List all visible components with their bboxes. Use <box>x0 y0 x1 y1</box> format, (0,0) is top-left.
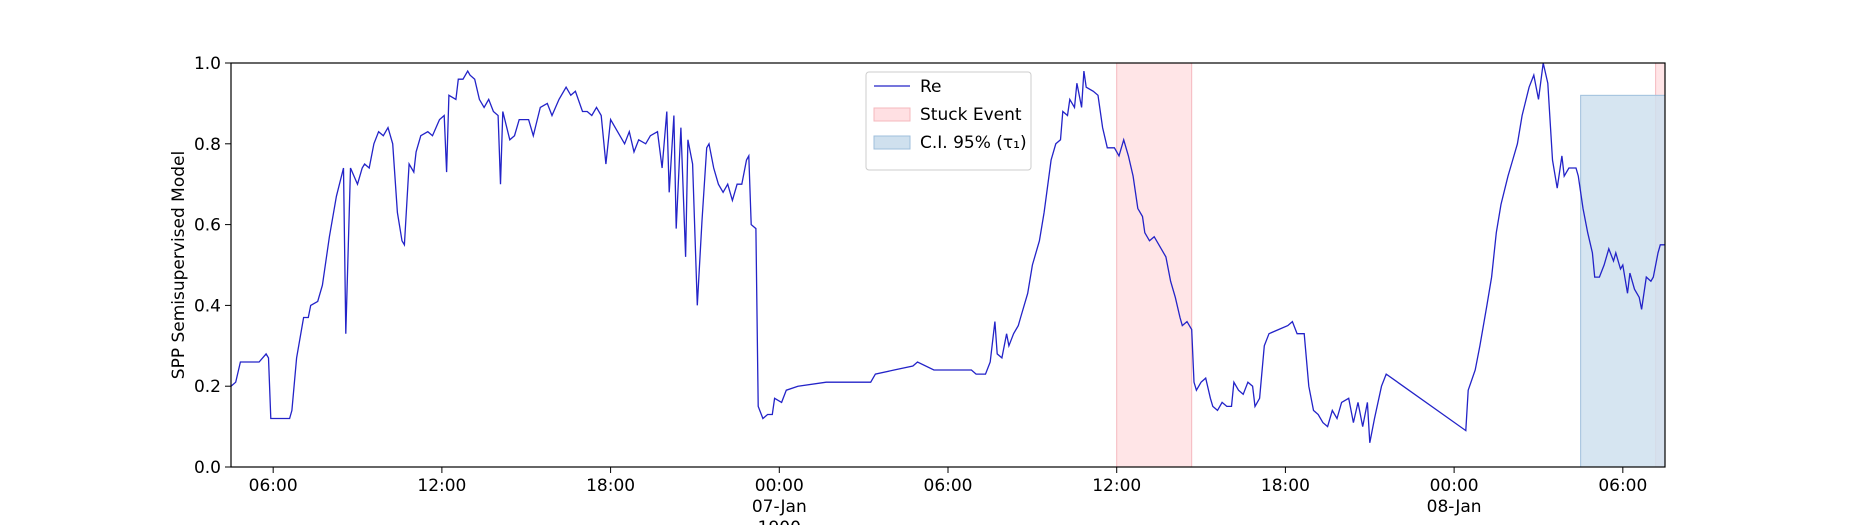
x-tick-label: 06:00 <box>249 476 298 496</box>
legend-patch <box>873 135 911 150</box>
span <box>1580 94 1666 468</box>
y-axis-label: SPP Semisupervised Model <box>169 151 189 379</box>
y-tick-label: 0.8 <box>194 135 221 155</box>
legend-patch <box>873 107 911 122</box>
y-tick-label: 0.4 <box>194 296 221 316</box>
line <box>231 62 1665 443</box>
x-tick-label: 06:00 <box>924 476 973 496</box>
x-tick-label: 06:00 <box>1598 476 1647 496</box>
y-tick-label: 1.0 <box>194 54 221 74</box>
y-tick-label: 0.6 <box>194 216 221 236</box>
x-tick-label: 12:00 <box>1092 476 1141 496</box>
x-tick-label: 12:00 <box>417 476 466 496</box>
legend-label: C.I. 95% (τ₁) <box>920 133 1027 153</box>
span <box>1116 62 1193 468</box>
legend-label: Re <box>920 77 942 97</box>
x-tick-label: 18:00 <box>1261 476 1310 496</box>
legend-label: Stuck Event <box>920 105 1022 125</box>
y-tick-label: 0.2 <box>194 377 221 397</box>
y-tick-label: 0.0 <box>194 458 221 478</box>
x-tick-label: 18:00 <box>586 476 635 496</box>
plot <box>231 62 1665 443</box>
x-tick-label: 00:00 08-Jan <box>1427 476 1482 517</box>
